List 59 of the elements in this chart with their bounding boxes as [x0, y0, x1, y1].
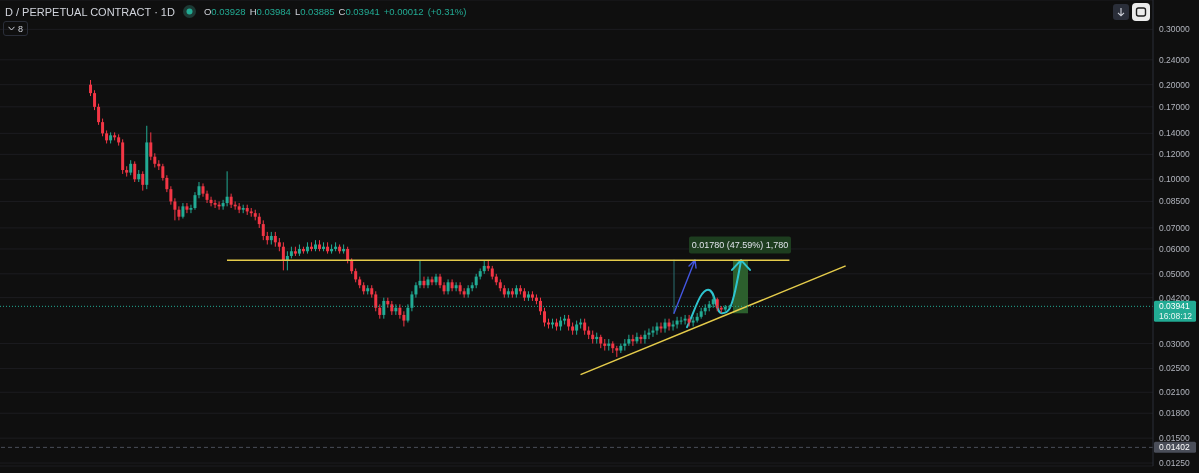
y-tick-label: 0.07000: [1159, 222, 1190, 233]
y-tick-label: 0.14000: [1159, 128, 1190, 139]
candlestick: [93, 89, 97, 111]
candlestick: [651, 325, 655, 338]
candlestick: [133, 160, 137, 183]
y-tick-label: 0.01800: [1159, 408, 1190, 419]
candlestick: [398, 303, 402, 320]
candlestick: [691, 316, 695, 327]
candlestick: [687, 314, 691, 327]
candlestick: [281, 241, 285, 271]
y-tick-label: 0.06000: [1159, 243, 1190, 254]
candlestick: [213, 199, 217, 209]
y-tick-label: 0.08500: [1159, 196, 1190, 207]
candlestick: [141, 170, 145, 192]
candlestick: [185, 202, 189, 214]
candlestick: [679, 316, 683, 325]
candlestick: [442, 281, 446, 295]
text: D / PERPETUAL CONTRACT · 1D: [5, 5, 175, 18]
candlestick: [671, 320, 675, 332]
candlestick: [655, 322, 659, 336]
candlestick: [205, 190, 209, 204]
candlestick: [543, 307, 546, 327]
annotation: 8: [18, 23, 24, 34]
y-tick-label: 0.01250: [1159, 458, 1190, 468]
y-tick-label: 0.30000: [1159, 24, 1190, 35]
candlestick: [374, 290, 378, 312]
y-tick-label: 0.02100: [1159, 387, 1190, 398]
y-tick-label: 0.03000: [1159, 338, 1190, 349]
candlestick: [225, 170, 229, 207]
y-tick-label: 0.04200: [1159, 292, 1190, 303]
candlestick: [454, 281, 458, 292]
y-tick-label: 0.20000: [1159, 79, 1190, 90]
candlestick: [683, 314, 687, 325]
candlestick: [422, 276, 426, 289]
candlestick: [458, 281, 462, 295]
text: 16:08:12: [1159, 311, 1193, 322]
y-tick-label: 0.02500: [1159, 363, 1190, 374]
y-tick-label: 0.24000: [1159, 54, 1190, 65]
candlestick: [643, 330, 647, 345]
text: O0.03928 H0.03984 L0.03885 C0.03941 +0.00012 (+0.31%): [203, 6, 467, 17]
candlestick: [462, 287, 466, 299]
y-tick-label: 0.10000: [1159, 174, 1190, 185]
candlestick: [450, 278, 454, 292]
y-tick-label: 0.12000: [1159, 149, 1190, 160]
candlestick: [627, 334, 631, 347]
candlestick: [659, 322, 663, 334]
candlestick: [647, 328, 651, 340]
y-tick-label: 0.01500: [1159, 433, 1190, 444]
candlestick: [635, 332, 639, 345]
ref-line-label: 0.01402: [1159, 442, 1190, 453]
candlestick: [149, 131, 153, 161]
candlestick: [97, 103, 101, 126]
y-tick-label: 0.17000: [1159, 101, 1190, 112]
candlestick: [430, 276, 434, 286]
ref-line-label: 0.03941: [1159, 301, 1190, 312]
y-tick-label: 0.05000: [1159, 268, 1190, 279]
candlestick: [209, 196, 213, 207]
annotation: 0.01780 (47.59%) 1,780: [691, 240, 789, 251]
candlestick: [261, 219, 265, 241]
